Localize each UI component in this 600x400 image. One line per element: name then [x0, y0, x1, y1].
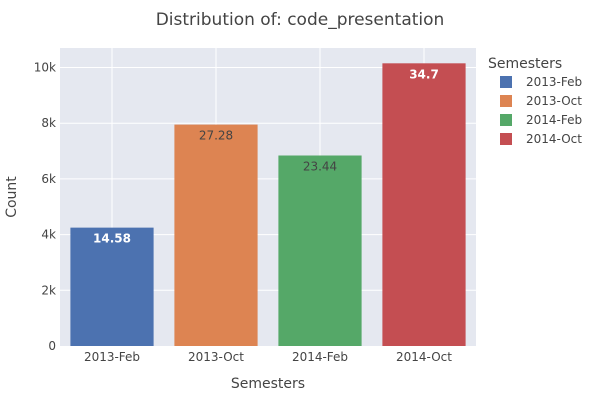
- y-axis-ticks: 0 2k 4k 6k 8k 10k: [34, 60, 56, 353]
- legend-entry: 2014-Feb: [526, 113, 582, 127]
- y-tick-label: 8k: [41, 116, 56, 130]
- x-tick-label: 2013-Feb: [84, 350, 140, 364]
- bar-value-label: 14.58: [93, 232, 131, 246]
- bars: [70, 63, 466, 347]
- bar-value-label: 34.7: [409, 67, 439, 81]
- bar-2014-Oct: [382, 63, 466, 347]
- bar-value-label: 27.28: [199, 129, 233, 143]
- legend-items: 2013-Feb 2013-Oct 2014-Feb 2014-Oct: [500, 75, 582, 146]
- y-tick-label: 4k: [41, 228, 56, 242]
- legend-entry: 2013-Oct: [526, 94, 582, 108]
- chart-title: Distribution of: code_presentation: [156, 10, 445, 30]
- legend-title: Semesters: [488, 56, 562, 72]
- legend-swatch: [500, 95, 512, 107]
- legend-entry: 2014-Oct: [526, 132, 582, 146]
- legend-swatch: [500, 114, 512, 126]
- bar-2013-Feb: [70, 227, 154, 346]
- legend: Semesters 2013-Feb 2013-Oct 2014-Feb 2014-O…: [488, 56, 582, 146]
- bar-2014-Feb: [278, 155, 362, 346]
- y-tick-label: 10k: [34, 60, 56, 74]
- y-axis-title: Count: [4, 176, 20, 218]
- legend-entry: 2013-Feb: [526, 75, 582, 89]
- legend-swatch: [500, 76, 512, 88]
- bar-2013-Oct: [174, 124, 258, 347]
- x-tick-label: 2014-Oct: [396, 350, 452, 364]
- bar-value-label: 23.44: [303, 160, 337, 174]
- x-axis-title: Semesters: [231, 376, 305, 392]
- y-tick-label: 2k: [41, 283, 56, 297]
- y-tick-label: 6k: [41, 172, 56, 186]
- x-tick-label: 2013-Oct: [188, 350, 244, 364]
- x-axis-ticks: 2013-Feb 2013-Oct 2014-Feb 2014-Oct: [84, 350, 452, 364]
- y-tick-label: 0: [48, 339, 56, 353]
- x-tick-label: 2014-Feb: [292, 350, 348, 364]
- legend-swatch: [500, 133, 512, 145]
- bar-labels: 14.58 27.28 23.44 34.7: [93, 67, 439, 245]
